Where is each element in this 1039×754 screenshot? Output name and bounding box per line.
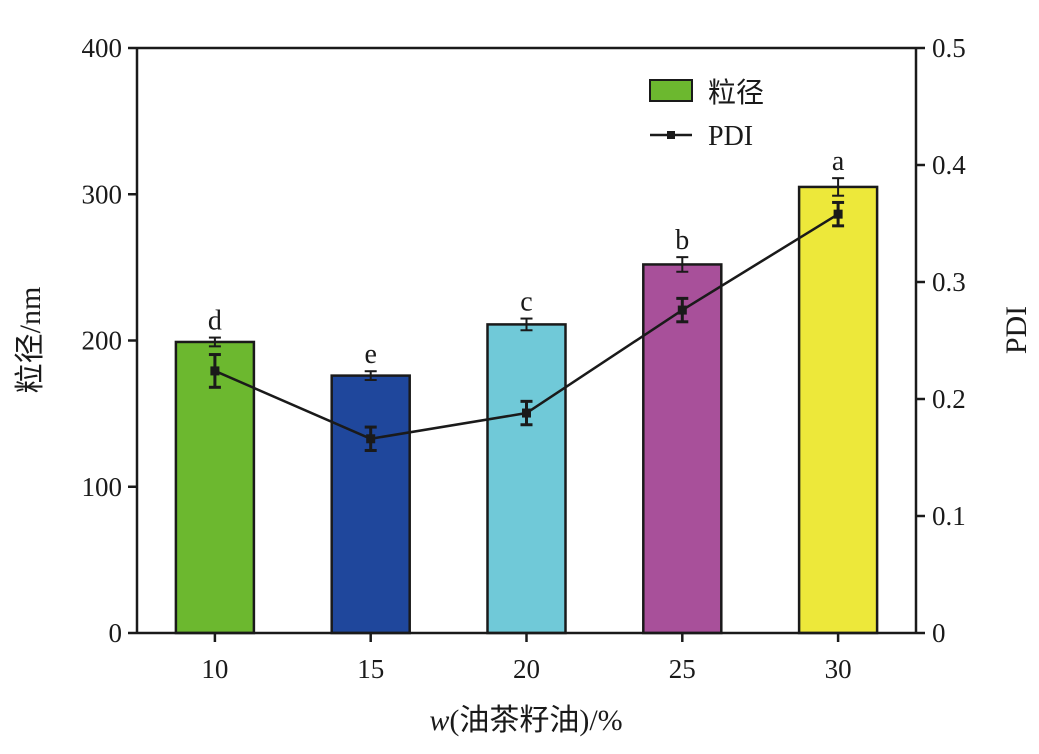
- pdi-line-series: [208, 200, 845, 452]
- x-tick-label: 15: [357, 654, 384, 684]
- x-tick-label: 10: [201, 654, 228, 684]
- legend-bar-swatch: [649, 79, 693, 102]
- x-tick-label: 25: [669, 654, 696, 684]
- y-tick-label: 100: [82, 472, 123, 502]
- significance-label: d: [208, 306, 222, 337]
- pdi-point: [366, 434, 376, 444]
- legend-bar-label: 粒径: [708, 77, 764, 109]
- y2-tick-label: 0: [932, 618, 946, 648]
- x-tick-label: 30: [825, 654, 852, 684]
- legend-line-marker: [667, 131, 675, 139]
- pdi-point: [210, 366, 220, 376]
- x-tick-label: 20: [513, 654, 540, 684]
- axes: 0 100 200 300 400 0 0.1 0.2 0.3 0.4 0.5 10 15 20 25 30: [82, 33, 967, 684]
- y-tick-label: 200: [82, 326, 123, 356]
- y2-tick-label: 0.4: [932, 150, 966, 180]
- y2-axis-title: PDI: [1000, 306, 1033, 354]
- y2-tick-label: 0.2: [932, 384, 966, 414]
- x-axis-title-variable: w: [429, 704, 449, 737]
- bar: [330, 374, 411, 635]
- significance-label: c: [520, 287, 532, 318]
- bar: [797, 185, 879, 635]
- bars: d e c b a: [174, 146, 879, 635]
- y-tick-label: 300: [82, 179, 123, 209]
- legend-line-label: PDI: [708, 121, 753, 152]
- legend: 粒径 PDI: [649, 77, 764, 152]
- pdi-point: [833, 209, 843, 219]
- bar: [174, 340, 256, 635]
- pdi-point: [677, 305, 687, 315]
- y2-tick-label: 0.3: [932, 267, 966, 297]
- significance-label: b: [675, 225, 689, 256]
- pdi-point: [522, 408, 531, 418]
- y-tick-label: 400: [82, 33, 123, 63]
- y2-tick-label: 0.1: [932, 501, 966, 531]
- y-tick-label: 0: [109, 618, 123, 648]
- x-axis-title-rest: (油茶籽油)/%: [449, 704, 622, 737]
- y2-tick-label: 0.5: [932, 33, 966, 63]
- x-axis-title: w(油茶籽油)/%: [429, 704, 622, 737]
- bar: [486, 323, 567, 635]
- significance-label: e: [364, 339, 376, 370]
- y-axis-title: 粒径/nm: [14, 287, 47, 394]
- significance-label: a: [832, 146, 845, 177]
